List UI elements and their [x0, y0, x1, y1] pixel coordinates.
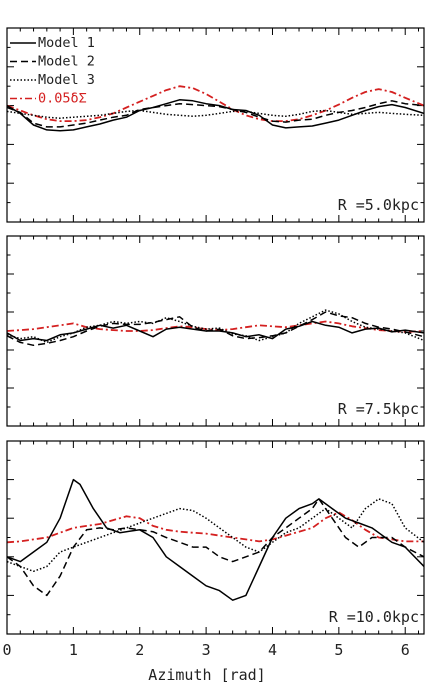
series-line-model-1 [7, 478, 424, 601]
series-line-model-3 [7, 109, 424, 119]
x-tick-label: 0 [2, 641, 11, 659]
panel-frame [6, 440, 425, 635]
series-line-model-1 [7, 320, 424, 342]
x-tick-label: 5 [334, 641, 343, 659]
legend-label: Model 1 [38, 35, 95, 51]
legend-label: Model 3 [38, 72, 95, 88]
series-line-model-3 [7, 309, 424, 344]
series-group [7, 309, 424, 347]
series-group [7, 85, 424, 132]
series-line-model-2 [7, 100, 424, 128]
panel-frame [6, 235, 425, 427]
x-tick-label: 6 [401, 641, 410, 659]
panel-r-10kpc: R =10.0kpc [6, 440, 425, 635]
series-group [7, 478, 424, 601]
panel-r-7-5kpc: R =7.5kpc [6, 235, 425, 427]
panel-label: R =10.0kpc [329, 608, 419, 626]
series-line-model-2 [7, 311, 424, 347]
legend-label: Model 2 [38, 54, 95, 70]
series-line-0-05- [7, 511, 424, 544]
panel-label: R =5.0kpc [338, 196, 419, 214]
panel-frame [6, 27, 425, 223]
series-line-model-1 [7, 99, 424, 132]
series-line-0-05- [7, 320, 424, 333]
x-tick-label: 3 [202, 641, 211, 659]
series-line-model-2 [7, 498, 424, 597]
x-axis: 0 1 2 3 4 5 6 Azimuth [rad] [2, 641, 409, 684]
x-tick-label: 4 [268, 641, 277, 659]
x-tick-label: 1 [69, 641, 78, 659]
series-line-0-05- [7, 85, 424, 122]
x-tick-label: 2 [135, 641, 144, 659]
x-axis-label: Azimuth [rad] [148, 666, 265, 684]
panel-r-5kpc: R =5.0kpc Model 1 Model 2 Model 3 0.05δΣ [6, 27, 425, 223]
legend: Model 1 Model 2 Model 3 0.05δΣ [10, 35, 95, 107]
legend-label: 0.05δΣ [38, 91, 87, 107]
panel-label: R =7.5kpc [338, 400, 419, 418]
